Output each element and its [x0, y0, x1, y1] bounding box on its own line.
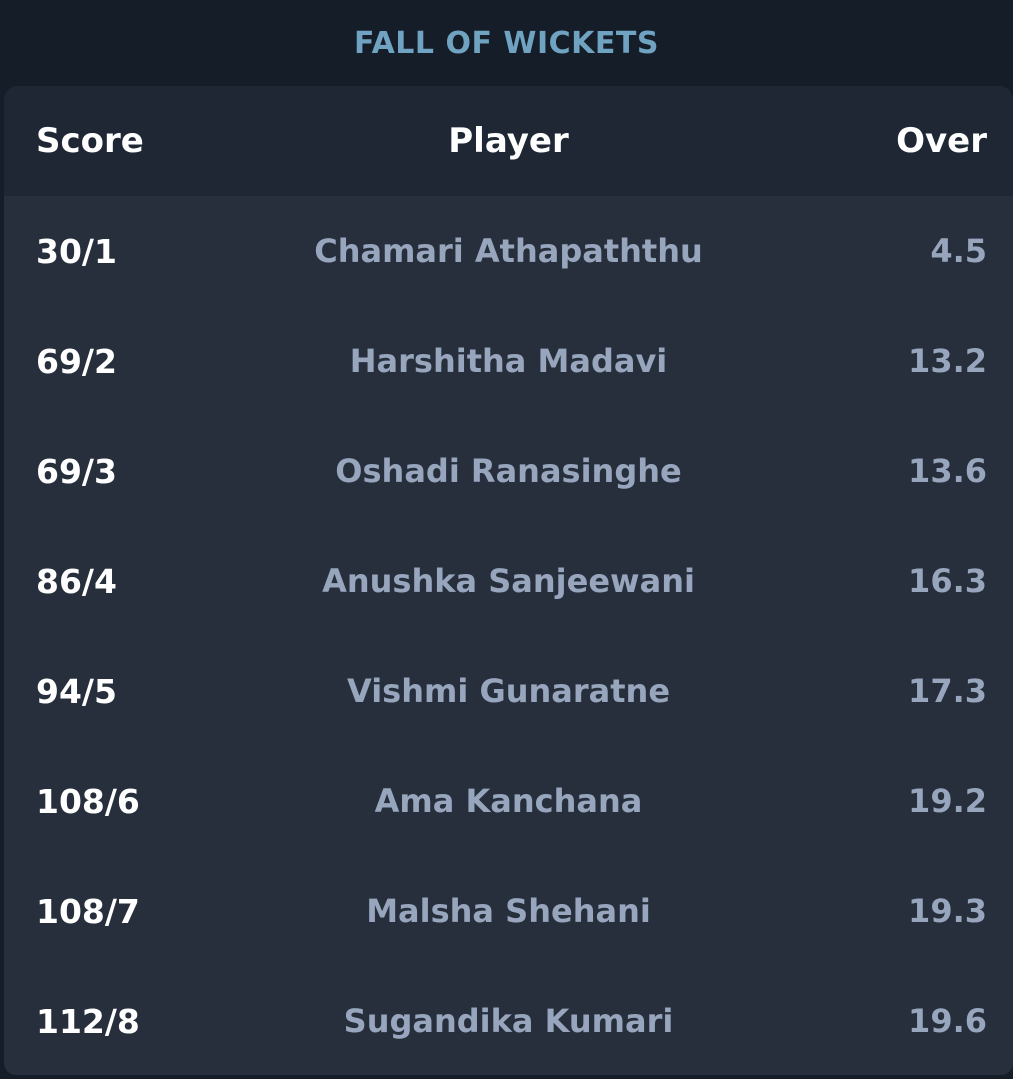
row-over: 13.2: [908, 342, 987, 380]
row-player[interactable]: Harshitha Madavi: [349, 342, 668, 380]
row-over: 4.5: [930, 232, 987, 270]
row-score: 86/4: [36, 561, 117, 601]
row-player[interactable]: Vishmi Gunaratne: [346, 672, 671, 710]
row-score: 112/8: [36, 1001, 140, 1041]
table-row: 30/1 Chamari Athapaththu 4.5: [4, 196, 1013, 306]
table-header-row: Score Player Over: [4, 86, 1013, 196]
header-player: Player: [448, 121, 569, 161]
row-player[interactable]: Oshadi Ranasinghe: [335, 452, 682, 490]
row-score: 108/7: [36, 891, 140, 931]
row-over: 19.2: [908, 782, 987, 820]
row-score: 69/2: [36, 341, 117, 381]
row-over: 19.3: [908, 892, 987, 930]
fall-of-wickets-table: Score Player Over 30/1 Chamari Athapatht…: [4, 86, 1013, 1075]
row-player[interactable]: Malsha Shehani: [366, 892, 651, 930]
table-row: 94/5 Vishmi Gunaratne 17.3: [4, 636, 1013, 746]
row-score: 108/6: [36, 781, 140, 821]
row-score: 69/3: [36, 451, 117, 491]
row-player[interactable]: Ama Kanchana: [374, 782, 643, 820]
header-score: Score: [36, 121, 144, 161]
table-row: 86/4 Anushka Sanjeewani 16.3: [4, 526, 1013, 636]
row-score: 94/5: [36, 671, 117, 711]
table-row: 108/7 Malsha Shehani 19.3: [4, 856, 1013, 966]
table-row: 69/2 Harshitha Madavi 13.2: [4, 306, 1013, 416]
row-player[interactable]: Anushka Sanjeewani: [322, 562, 695, 600]
row-score: 30/1: [36, 231, 117, 271]
row-over: 19.6: [908, 1002, 987, 1040]
row-over: 17.3: [908, 672, 987, 710]
row-player[interactable]: Sugandika Kumari: [343, 1002, 674, 1040]
row-player[interactable]: Chamari Athapaththu: [314, 232, 703, 270]
header-over: Over: [896, 121, 987, 161]
table-body: 30/1 Chamari Athapaththu 4.5 69/2 Harshi…: [4, 196, 1013, 1075]
section-title: FALL OF WICKETS: [354, 25, 659, 61]
row-over: 13.6: [908, 452, 987, 490]
table-row: 108/6 Ama Kanchana 19.2: [4, 746, 1013, 856]
row-over: 16.3: [908, 562, 987, 600]
table-row: 69/3 Oshadi Ranasinghe 13.6: [4, 416, 1013, 526]
table-row: 112/8 Sugandika Kumari 19.6: [4, 966, 1013, 1075]
